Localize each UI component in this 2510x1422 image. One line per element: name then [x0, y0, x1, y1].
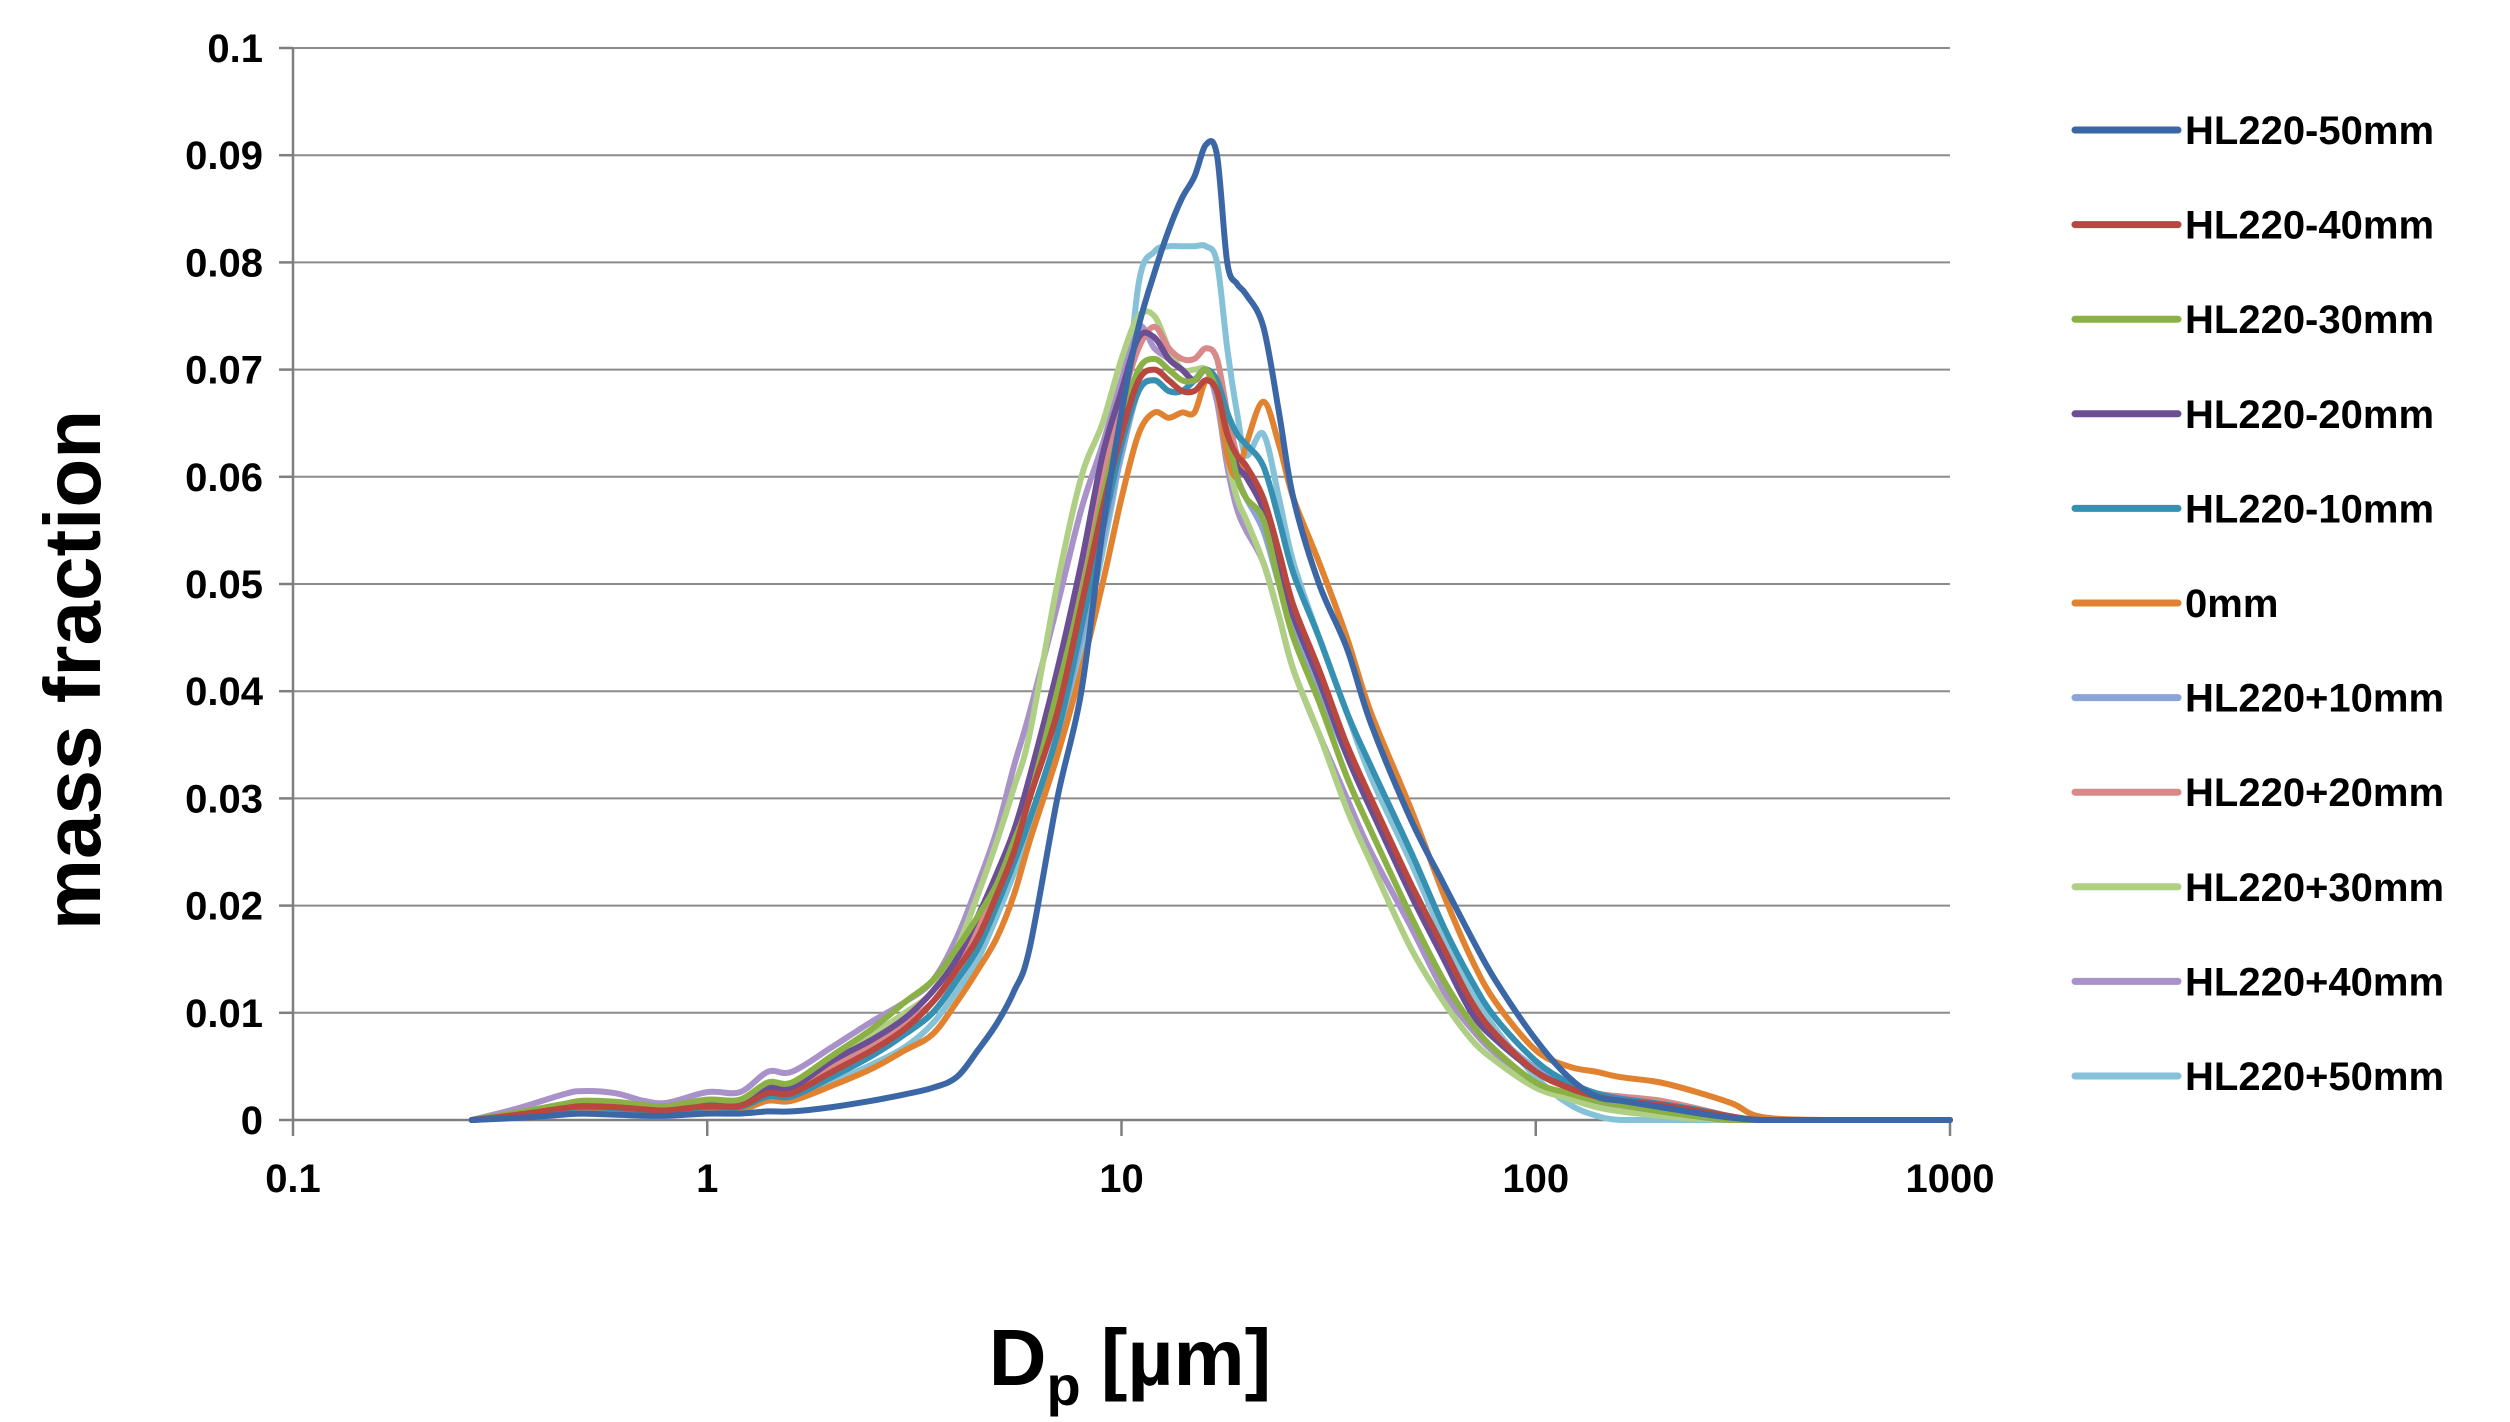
legend-label: HL220-50mm [2185, 109, 2434, 153]
legend-label: HL220+20mm [2185, 771, 2444, 815]
y-tick-label: 0.06 [185, 456, 263, 500]
y-tick-label: 0 [241, 1099, 263, 1143]
series-line-HL220+20mm [468, 323, 1953, 1124]
legend-label: HL220+40mm [2185, 960, 2444, 1004]
y-tick-label: 0.07 [185, 349, 263, 393]
y-axis-title: mass fraction [28, 410, 117, 930]
legend-item: 0mm [2071, 582, 2278, 626]
legend-item: HL220+30mm [2071, 866, 2444, 910]
x-axis-title-subscript: p [1047, 1354, 1081, 1417]
series-line-HL220+10mm [468, 366, 1953, 1124]
series-line-0mm [468, 375, 1953, 1124]
legend-item: HL220+10mm [2071, 677, 2444, 721]
legend-label: HL220-20mm [2185, 393, 2434, 437]
y-tick-label: 0.05 [185, 563, 263, 607]
legend-label: HL220+10mm [2185, 677, 2444, 721]
x-tick-label: 10 [1099, 1157, 1144, 1201]
y-tick-label: 0.01 [185, 992, 263, 1036]
legend-label: HL220-40mm [2185, 204, 2434, 248]
x-axis-title-main: D [989, 1313, 1047, 1402]
legend-label: HL220+30mm [2185, 866, 2444, 910]
x-axis-title-unit: [µm] [1101, 1313, 1272, 1402]
x-tick-label: 1000 [1906, 1157, 1995, 1201]
series-line-HL220-20mm [468, 329, 1953, 1124]
legend-item: HL220-10mm [2071, 487, 2434, 531]
legend-label: 0mm [2185, 582, 2278, 626]
series-lines [468, 138, 1953, 1124]
series-line-HL220+30mm [468, 308, 1953, 1124]
y-tick-label: 0.04 [185, 670, 264, 714]
legend-item: HL220-50mm [2071, 109, 2434, 153]
x-tick-label: 100 [1502, 1157, 1569, 1201]
series-line-HL220-30mm [468, 355, 1953, 1124]
series-line-HL220+40mm [468, 322, 1953, 1124]
y-tick-label: 0.1 [207, 27, 263, 71]
x-tick-label: 1 [696, 1157, 718, 1201]
y-tick-label: 0.08 [185, 241, 263, 285]
legend-label: HL220+50mm [2185, 1055, 2444, 1099]
legend: HL220-50mm HL220-40mm HL220-30mm HL220-20mm… [2071, 109, 2444, 1099]
legend-item: HL220+20mm [2071, 771, 2444, 815]
series-line-HL220-50mm [468, 138, 1953, 1124]
legend-item: HL220+40mm [2071, 960, 2444, 1004]
legend-item: HL220-20mm [2071, 393, 2434, 437]
legend-label: HL220-30mm [2185, 298, 2434, 342]
series-line-HL220-40mm [468, 366, 1953, 1124]
legend-label: HL220-10mm [2185, 487, 2434, 531]
y-tick-label: 0.03 [185, 777, 263, 821]
legend-item: HL220-40mm [2071, 204, 2434, 248]
gridlines [293, 47, 1950, 1014]
series-line-HL220-10mm [468, 366, 1953, 1124]
legend-item: HL220+50mm [2071, 1055, 2444, 1099]
legend-item: HL220-30mm [2071, 298, 2434, 342]
x-tick-label: 0.1 [265, 1157, 321, 1201]
y-tick-label: 0.09 [185, 134, 263, 178]
axes: 0 0.01 0.02 0.03 0.04 0.05 0.06 0.07 0.08 0.09 0.1… [185, 27, 1994, 1201]
y-tick-label: 0.02 [185, 885, 263, 929]
x-axis-title: Dp [µm] [989, 1313, 1272, 1417]
